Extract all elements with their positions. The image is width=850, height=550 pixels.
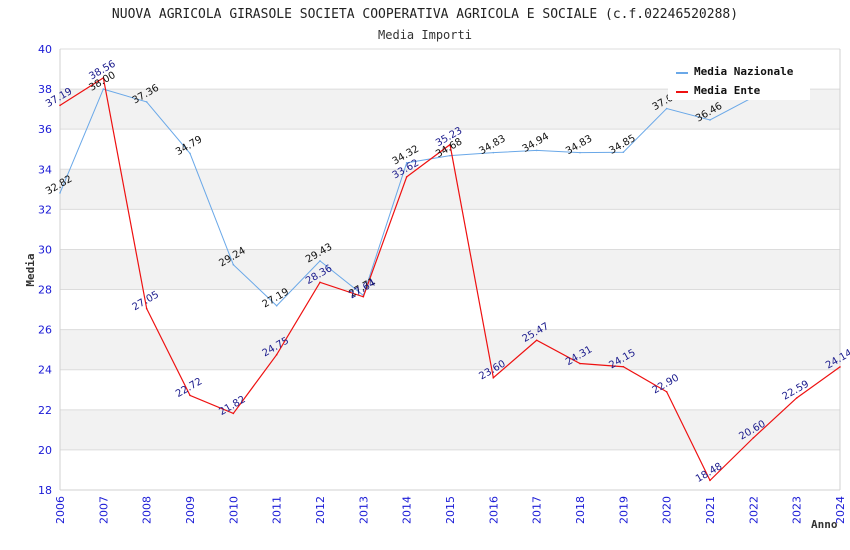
- chart-subtitle: Media Importi: [378, 28, 472, 42]
- data-label: 18.48: [694, 461, 724, 485]
- data-point: [232, 263, 235, 266]
- data-point: [579, 151, 581, 154]
- y-tick-label: 22: [38, 404, 52, 417]
- y-tick-label: 36: [38, 123, 52, 136]
- data-point: [362, 295, 365, 298]
- data-label: 34.83: [477, 133, 507, 157]
- x-tick-label: 2024: [834, 496, 847, 524]
- x-tick-label: 2015: [444, 496, 457, 524]
- grid-band: [60, 249, 840, 290]
- y-tick-label: 28: [38, 284, 52, 297]
- data-point: [59, 192, 61, 194]
- chart-title: NUOVA AGRICOLA GIRASOLE SOCIETA COOPERAT…: [112, 7, 738, 22]
- data-point: [102, 88, 105, 90]
- x-axis-label: Anno: [811, 518, 838, 531]
- data-label: 22.72: [174, 376, 204, 400]
- data-point: [59, 104, 61, 107]
- data-point: [102, 77, 105, 79]
- data-point: [535, 339, 538, 342]
- data-point: [535, 149, 538, 152]
- data-point: [405, 176, 408, 178]
- data-label: 34.83: [564, 133, 594, 157]
- data-label: 27.05: [131, 289, 161, 313]
- y-tick-labels: 18 20 22 24 26 28 30 32 34 36 38 40: [38, 43, 52, 497]
- y-tick-label: 24: [38, 364, 52, 377]
- data-point: [709, 119, 711, 121]
- grid-bands: [60, 89, 840, 450]
- x-tick-label: 2009: [184, 496, 197, 524]
- data-point: [232, 412, 235, 415]
- data-label: 22.90: [651, 373, 681, 397]
- data-label: 34.85: [607, 133, 637, 157]
- data-point: [795, 397, 798, 399]
- data-point: [449, 143, 451, 146]
- data-label: 34.79: [174, 134, 204, 158]
- x-tick-label: 2021: [704, 496, 717, 524]
- x-tick-label: 2017: [531, 496, 544, 524]
- x-tick-label: 2020: [661, 496, 674, 524]
- y-axis-label: Media: [24, 253, 37, 286]
- data-label: 27.19: [261, 287, 291, 311]
- data-point: [405, 162, 408, 164]
- grid-band: [60, 329, 840, 370]
- data-point: [319, 260, 321, 262]
- data-point: [492, 151, 495, 154]
- data-point: [449, 154, 451, 157]
- legend-label-media-nazionale: Media Nazionale: [694, 65, 794, 78]
- x-tick-label: 2016: [487, 496, 500, 524]
- data-point: [145, 307, 148, 310]
- x-tick-label: 2013: [357, 496, 370, 524]
- y-tick-label: 20: [38, 444, 52, 457]
- y-tick-label: 32: [38, 203, 52, 216]
- gridlines: [60, 48, 840, 491]
- data-point: [665, 390, 668, 393]
- x-tick-label: 2011: [271, 496, 284, 524]
- legend-label-media-ente: Media Ente: [694, 84, 761, 97]
- y-tick-label: 30: [38, 243, 52, 256]
- data-point: [709, 479, 711, 482]
- x-tick-labels: 2006 2007 2008 2009 2010 2011 2012 2013 2014 2015…: [54, 496, 847, 524]
- x-tick-label: 2023: [791, 496, 804, 524]
- data-point: [492, 376, 495, 379]
- x-tick-label: 2022: [747, 496, 760, 524]
- y-tick-label: 34: [38, 163, 52, 176]
- data-point: [579, 362, 581, 365]
- x-tick-label: 2010: [227, 496, 240, 524]
- x-tick-label: 2006: [54, 496, 67, 524]
- y-tick-label: 26: [38, 324, 52, 337]
- x-tick-label: 2012: [314, 496, 327, 524]
- y-tick-label: 18: [38, 484, 52, 497]
- legend: Media Nazionale Media Ente: [668, 60, 810, 100]
- y-tick-label: 40: [38, 43, 52, 56]
- data-point: [622, 365, 625, 368]
- data-point: [839, 366, 841, 368]
- data-point: [275, 353, 278, 356]
- grid-band: [60, 409, 840, 450]
- x-tick-label: 2019: [617, 496, 630, 524]
- data-point: [275, 304, 278, 307]
- x-tick-label: 2008: [141, 496, 154, 524]
- y-tick-label: 38: [38, 83, 52, 96]
- data-point: [189, 394, 191, 397]
- data-point: [319, 281, 321, 284]
- data-point: [665, 107, 668, 110]
- data-point: [752, 437, 755, 439]
- legend-background: [668, 60, 810, 100]
- data-point: [622, 151, 625, 154]
- x-tick-label: 2018: [574, 496, 587, 524]
- grid-band: [60, 169, 840, 210]
- x-tick-label: 2014: [401, 496, 414, 524]
- data-point: [189, 152, 191, 155]
- x-tick-label: 2007: [97, 496, 110, 524]
- data-label: 34.94: [521, 131, 551, 155]
- data-point: [145, 101, 148, 103]
